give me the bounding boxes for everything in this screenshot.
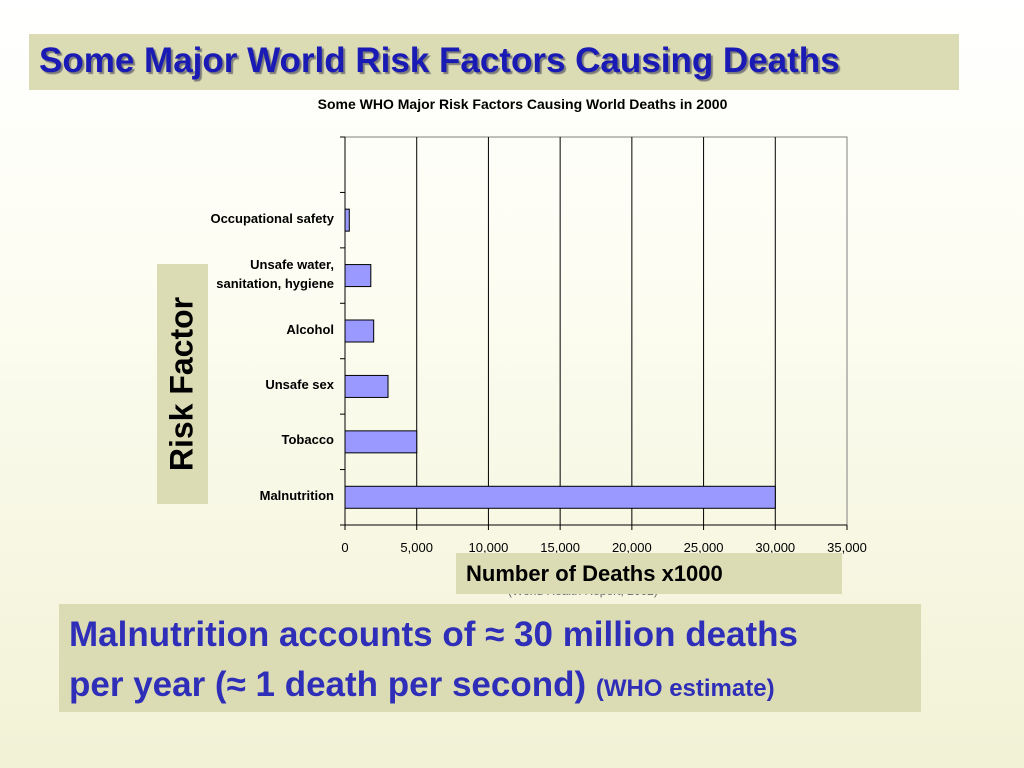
category-label: Malnutrition [260,486,334,505]
x-tick-label: 20,000 [611,540,652,555]
category-label-line: Unsafe sex [265,376,334,392]
bar-malnutrition [344,485,776,509]
title-box: Some Major World Risk Factors Causing De… [29,34,959,90]
category-label: Alcohol [286,320,334,339]
x-tick-label: 35,000 [827,540,867,555]
x-axis-label-box: Number of Deaths x1000 [456,553,842,594]
x-tick-label: 25,000 [683,540,724,555]
category-label: Unsafe water, sanitation, hygiene [216,255,334,293]
category-label-line: Alcohol [286,321,334,337]
category-label-line: sanitation, hygiene [216,275,334,291]
x-tick-label: 5,000 [400,540,433,555]
category-label: Unsafe sex [265,375,334,394]
category-label-line: Tobacco [281,432,335,448]
callout-line-1: Malnutrition accounts of ≈ 30 million de… [69,615,799,654]
y-axis-label: Risk Factor [163,296,200,472]
category-label: Occupational safety [210,209,334,228]
chart-title: Some WHO Major Risk Factors Causing Worl… [317,96,728,112]
callout-note: (WHO estimate) [595,675,775,702]
x-tick-label: 15,000 [540,540,581,555]
slide-title: Some Major World Risk Factors Causing De… [39,41,840,80]
bar-alcohol [344,319,375,343]
callout-box: Malnutrition accounts of ≈ 30 million de… [59,604,921,712]
x-axis-label: Number of Deaths x1000 [466,561,723,586]
y-axis-label-box: Risk Factor [157,264,208,504]
plot-area [344,136,848,526]
callout-line-2: per year (≈ 1 death per second) (WHO est… [69,665,775,705]
bar-unsafe-sex [344,374,389,398]
bar-occupational-safety [344,208,350,232]
category-label-line: Unsafe water, [250,256,334,272]
category-label-line: Occupational safety [210,210,334,226]
bar-unsafe-water-sanitation-hygiene [344,264,372,288]
x-tick-label: 10,000 [468,540,509,555]
category-label: Tobacco [282,430,335,449]
bar-tobacco [344,430,418,454]
x-tick-label: 0 [341,540,349,555]
x-tick-label: 30,000 [755,540,796,555]
callout-line-2-text: per year (≈ 1 death per second) [69,665,587,704]
category-label-line: Malnutrition [259,487,334,503]
